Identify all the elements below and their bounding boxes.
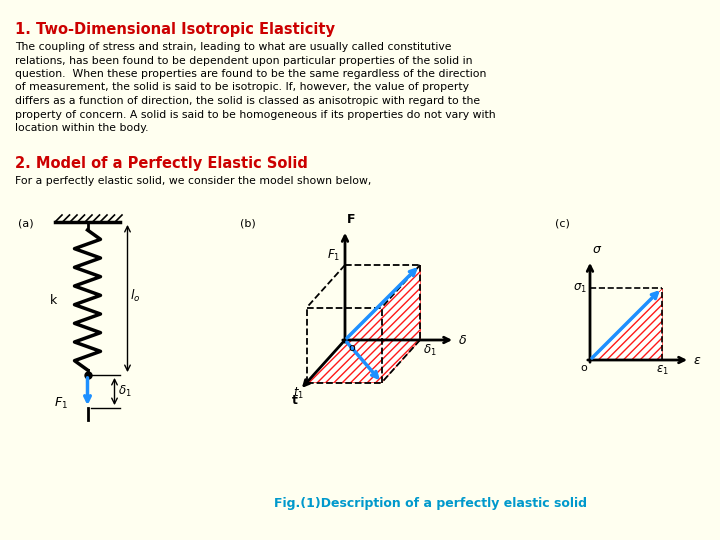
Text: o: o [348,343,355,353]
Text: For a perfectly elastic solid, we consider the model shown below,: For a perfectly elastic solid, we consid… [15,176,372,186]
Text: F: F [347,213,356,226]
Text: 1. Two-Dimensional Isotropic Elasticity: 1. Two-Dimensional Isotropic Elasticity [15,22,335,37]
Polygon shape [345,265,420,340]
Text: o: o [580,363,587,373]
Text: $\delta$: $\delta$ [458,334,467,347]
Text: differs as a function of direction, the solid is classed as anisotropic with reg: differs as a function of direction, the … [15,96,480,106]
Text: $\delta_1$: $\delta_1$ [117,384,131,399]
Text: (a): (a) [18,218,34,228]
Text: $l_o$: $l_o$ [130,288,141,304]
Text: $\varepsilon_1$: $\varepsilon_1$ [656,364,668,377]
Text: t: t [292,394,298,407]
Text: $F_1$: $F_1$ [327,248,340,263]
Text: (b): (b) [240,218,256,228]
Text: (c): (c) [555,218,570,228]
Text: The coupling of stress and strain, leading to what are usually called constituti: The coupling of stress and strain, leadi… [15,42,451,52]
Polygon shape [590,288,662,360]
Text: $t_1$: $t_1$ [292,386,304,401]
Text: location within the body.: location within the body. [15,123,148,133]
Text: $\sigma_1$: $\sigma_1$ [573,281,587,294]
Text: relations, has been found to be dependent upon particular properties of the soli: relations, has been found to be dependen… [15,56,472,65]
Text: k: k [50,294,58,307]
Text: 2. Model of a Perfectly Elastic Solid: 2. Model of a Perfectly Elastic Solid [15,156,308,171]
Text: Fig.(1)Description of a perfectly elastic solid: Fig.(1)Description of a perfectly elasti… [274,497,587,510]
Text: $\varepsilon$: $\varepsilon$ [693,354,701,367]
Text: of measurement, the solid is said to be isotropic. If, however, the value of pro: of measurement, the solid is said to be … [15,83,469,92]
Text: $\sigma$: $\sigma$ [592,243,602,256]
Polygon shape [307,340,420,382]
Text: property of concern. A solid is said to be homogeneous if its properties do not : property of concern. A solid is said to … [15,110,495,119]
Text: $F_1$: $F_1$ [53,395,68,410]
Text: $\delta_1$: $\delta_1$ [423,343,436,358]
Text: question.  When these properties are found to be the same regardless of the dire: question. When these properties are foun… [15,69,487,79]
